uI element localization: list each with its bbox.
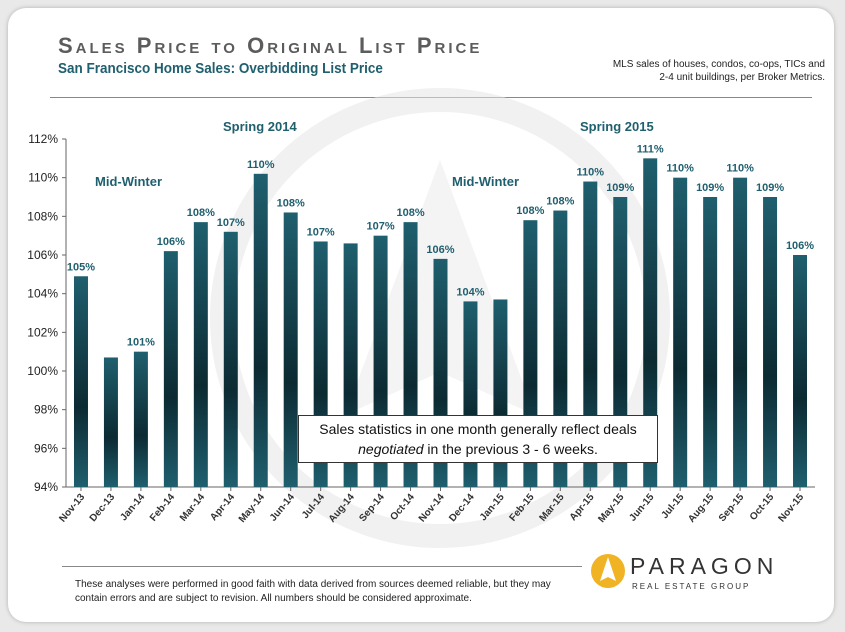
bar (583, 181, 598, 488)
data-label: 109% (606, 182, 634, 194)
x-tick-label: Sep-15 (717, 492, 747, 525)
callout-line-2-rest: in the previous 3 - 6 weeks. (423, 441, 598, 457)
bar (193, 222, 208, 487)
x-tick-label: Oct-15 (748, 492, 777, 523)
bar (283, 212, 298, 487)
logo-tagline: REAL ESTATE GROUP (632, 582, 751, 591)
bar (673, 177, 688, 487)
x-tick-label: Feb-14 (148, 492, 177, 524)
x-tick-label: Jul-15 (659, 492, 686, 522)
x-tick-label: Dec-13 (88, 492, 118, 525)
callout-line-1: Sales statistics in one month generally … (319, 421, 637, 437)
y-tick-label: 102% (27, 325, 58, 339)
y-tick-label: 98% (34, 403, 58, 417)
bar (763, 197, 778, 487)
data-label: 108% (396, 207, 424, 219)
data-label: 107% (307, 226, 335, 238)
data-label: 108% (516, 205, 544, 217)
bar (103, 357, 118, 487)
data-label: 106% (426, 244, 454, 256)
bar (793, 255, 808, 487)
data-label: 110% (726, 163, 754, 175)
logo-name: PARAGON (630, 553, 779, 579)
x-tick-label: Jan-14 (118, 492, 147, 524)
data-label: 107% (217, 217, 245, 229)
x-tick-label: Jun-14 (268, 492, 297, 524)
data-label: 108% (546, 196, 574, 208)
x-tick-label: Nov-15 (776, 492, 806, 525)
footer-divider (62, 566, 582, 567)
x-tick-label: Nov-14 (417, 492, 447, 525)
data-label: 108% (187, 207, 215, 219)
y-tick-label: 110% (28, 171, 58, 185)
data-label: 106% (157, 236, 185, 248)
annotation: Spring 2014 (223, 119, 297, 134)
data-label: 109% (756, 182, 784, 194)
y-tick-label: 104% (27, 287, 58, 301)
data-label: 111% (637, 143, 664, 155)
data-label: 106% (786, 240, 814, 252)
x-tick-label: Jun-15 (627, 492, 656, 524)
bar (73, 276, 88, 487)
annotation: Spring 2015 (580, 119, 654, 134)
disclaimer-text: These analyses were performed in good fa… (75, 579, 551, 604)
y-tick-label: 106% (27, 248, 58, 262)
logo-mark-icon (591, 554, 625, 588)
bar (253, 173, 268, 488)
bar (223, 231, 238, 487)
x-tick-label: Nov-13 (57, 492, 87, 525)
bar (133, 351, 148, 487)
y-tick-label: 96% (34, 441, 58, 455)
data-label: 108% (277, 197, 305, 209)
bar (643, 158, 658, 488)
data-label: 110% (577, 167, 605, 179)
bar (733, 177, 748, 487)
chart-subtitle: San Francisco Home Sales: Overbidding Li… (58, 60, 383, 77)
callout-box: Sales statistics in one month generally … (298, 415, 658, 463)
annotation: Mid-Winter (452, 174, 519, 189)
y-tick-label: 100% (27, 364, 58, 378)
x-tick-label: Apr-14 (208, 492, 237, 524)
data-label: 101% (127, 337, 155, 349)
x-tick-label: Dec-14 (447, 492, 477, 525)
data-label: 107% (367, 221, 395, 233)
callout-emphasis: negotiated (358, 441, 424, 457)
chart-title: Sales Price to Original List Price (58, 33, 483, 58)
data-label: 110% (247, 159, 275, 171)
x-tick-label: Aug-15 (686, 492, 716, 525)
y-tick-label: 94% (34, 480, 58, 494)
data-label: 104% (456, 286, 484, 298)
bar (613, 197, 628, 487)
y-tick-label: 108% (27, 209, 58, 223)
data-label: 110% (666, 163, 694, 175)
source-note: MLS sales of houses, condos, co-ops, TIC… (612, 59, 825, 83)
annotation: Mid-Winter (95, 174, 162, 189)
paragon-logo: PARAGON REAL ESTATE GROUP (590, 549, 800, 599)
bar (703, 197, 718, 487)
x-tick-label: Mar-14 (178, 492, 207, 524)
callout-line-2: negotiated in the previous 3 - 6 weeks. (299, 439, 657, 459)
x-tick-label: May-14 (237, 492, 268, 525)
x-tick-label: May-15 (596, 492, 627, 525)
data-label: 109% (696, 182, 724, 194)
x-tick-label: Oct-14 (388, 492, 417, 523)
y-tick-label: 112% (28, 132, 58, 146)
data-label: 105% (67, 261, 95, 273)
bar (163, 251, 178, 487)
bar-chart: 94% 96% 98% 100% 102% 104% 106% 108% 110% 112% 10… (27, 88, 815, 548)
